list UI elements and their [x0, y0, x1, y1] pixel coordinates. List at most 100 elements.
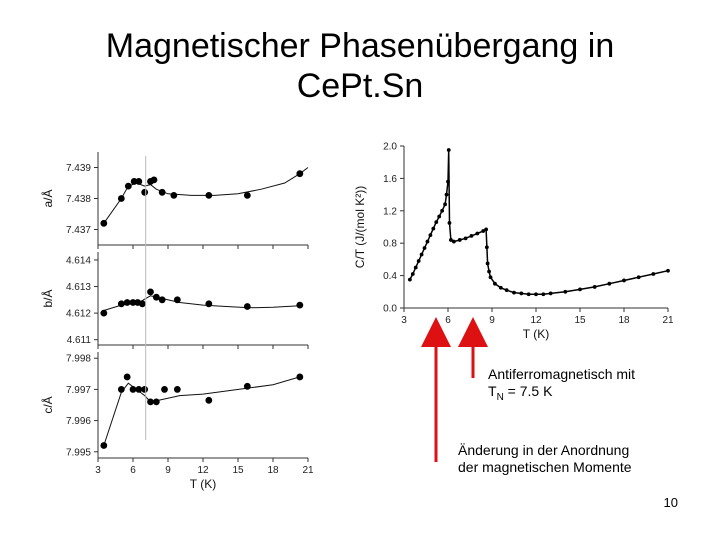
axes-lattice-a: 7.437 7.438 7.439 a/Å: [40, 152, 309, 249]
tn-value: = 7.5 K: [503, 383, 553, 399]
data-point: [173, 296, 181, 304]
y-tick-label: 7.438: [66, 194, 91, 205]
data-point: [135, 386, 143, 393]
data-point: [138, 300, 146, 308]
series-point: [446, 148, 451, 152]
page-number: 10: [663, 495, 678, 510]
charts-layer: 7.437 7.438 7.439 a/Å 4.611 4.612 4.613 4.614 b/…: [40, 142, 674, 492]
data-point: [141, 386, 149, 393]
data-point: [141, 188, 149, 196]
series-point: [484, 227, 489, 232]
series-point: [449, 238, 453, 242]
annotation-antiferro-line-1: Antiferromagnetisch mit: [488, 366, 636, 382]
y-tick-label: 4.611: [67, 335, 92, 346]
series-point: [526, 292, 531, 297]
y-tick-label: 4.612: [66, 309, 91, 320]
axes-specific-heat: 3 6 9 12 15 18 21 0.0 0.4 0.8 1.2 1.6 2.0 C/T (J/(mol…: [353, 142, 674, 342]
data-point: [158, 188, 166, 196]
data-point: [296, 373, 304, 381]
data-point: [296, 301, 304, 309]
data-point: [123, 373, 131, 381]
series-point: [485, 261, 490, 266]
y-tick-label: 7.996: [66, 416, 91, 427]
y-tick-label: 7.997: [66, 385, 91, 396]
axes-lattice-b: 4.611 4.612 4.613 4.614 b/Å: [40, 252, 309, 349]
series-point: [447, 221, 452, 225]
data-point: [296, 170, 304, 178]
chart-lattice-b: 4.611 4.612 4.613 4.614 b/Å: [40, 252, 309, 349]
data-point: [150, 176, 158, 184]
y-tick-label: 7.437: [66, 225, 91, 236]
series-point: [419, 252, 424, 257]
x-tick-label: 12: [197, 465, 209, 476]
series-point: [440, 208, 445, 213]
x-tick-label: 15: [574, 315, 586, 326]
y-tick-label: 2.0: [383, 142, 397, 153]
chart-lattice-c: 3 6 9 12 15 18 21 7.995 7.996 7.997 7.998 c/Å T (K): [40, 352, 314, 491]
y-tick-label: 4.613: [66, 282, 91, 293]
data-point: [100, 309, 108, 317]
annotation-antiferromagnetic: Antiferromagnetisch mit TN = 7.5 K: [488, 366, 635, 406]
series-point: [407, 277, 412, 282]
series-point: [541, 292, 546, 297]
series-point: [607, 281, 612, 286]
y-tick-label: 0.0: [383, 304, 397, 315]
series-point: [446, 179, 450, 184]
x-tick-label: 6: [130, 465, 136, 476]
series-line: [409, 150, 669, 295]
series-point: [434, 220, 439, 225]
x-tick-label: 3: [95, 465, 101, 476]
y-tick-label: 0.8: [383, 239, 397, 250]
data-point: [100, 219, 108, 227]
data-point: [129, 386, 137, 393]
series-point: [504, 288, 509, 293]
x-tick-label: 12: [530, 315, 542, 326]
series-point: [578, 287, 582, 292]
series-point: [475, 231, 480, 236]
series-point: [636, 275, 641, 280]
series-point: [666, 268, 670, 273]
series-point: [469, 234, 474, 238]
data-point: [243, 303, 251, 310]
y-tick-label: 7.995: [66, 447, 91, 458]
tn-symbol: T: [488, 383, 497, 399]
x-tick-label: 9: [165, 465, 171, 476]
y-tick-label: 7.998: [66, 354, 91, 365]
series-point: [422, 246, 427, 250]
x-tick-label: 21: [662, 315, 674, 326]
series-point: [548, 291, 553, 296]
series-point: [592, 285, 597, 289]
chart-lattice-a: 7.437 7.438 7.439 a/Å: [40, 152, 309, 249]
series-point: [413, 265, 418, 270]
y-axis-label: a/Å: [40, 189, 55, 207]
series-point: [443, 202, 447, 207]
data-point: [135, 178, 143, 185]
series-point: [481, 229, 486, 233]
data-point: [123, 299, 131, 306]
x-axis-label: T (K): [523, 327, 549, 341]
x-tick-label: 15: [232, 465, 244, 476]
series-point: [431, 226, 436, 231]
series-point: [498, 285, 503, 290]
series-point: [651, 272, 656, 276]
series-point: [410, 272, 415, 276]
series-point: [437, 214, 442, 219]
series-point: [563, 289, 568, 294]
data-point: [205, 192, 213, 199]
data-point: [117, 195, 125, 202]
annotation-change-line-2: der magnetischen Momente: [458, 459, 632, 475]
data-point: [152, 398, 160, 406]
data-point: [117, 300, 125, 308]
tn-subscript: N: [496, 391, 504, 403]
x-tick-label: 21: [302, 465, 314, 476]
slide-title-line-1: Magnetischer Phasenübergang in: [105, 27, 615, 65]
data-point: [243, 192, 251, 199]
data-point: [158, 296, 166, 304]
data-point: [124, 182, 132, 190]
data-point: [205, 300, 213, 308]
annotation-antiferro-line-2: TN = 7.5 K: [488, 383, 635, 406]
series-point: [463, 236, 468, 241]
series-point: [444, 192, 449, 197]
series-point: [484, 245, 489, 250]
